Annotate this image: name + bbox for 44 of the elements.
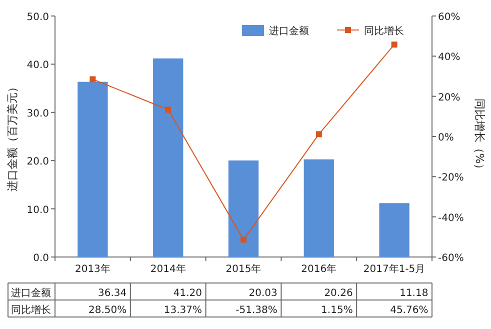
data-label: 28.50% [88, 305, 127, 316]
y2-tick-label: -40% [438, 212, 464, 224]
data-label: 36.34 [98, 288, 127, 299]
point [165, 106, 172, 113]
y2-tick-label: 20% [438, 92, 460, 104]
legend-label: 同比增长 [364, 25, 404, 37]
data-label: 45.76% [390, 305, 428, 316]
bar [228, 160, 259, 257]
data-label: -51.38% [236, 305, 278, 316]
data-label: 20.26 [324, 288, 353, 299]
y2-tick-label: -60% [438, 253, 464, 264]
bar [379, 203, 410, 257]
point [90, 76, 96, 82]
point [316, 131, 322, 138]
bar [153, 58, 184, 257]
x-tick-label: 2015年 [226, 263, 262, 275]
y2-tick-label: 0% [438, 132, 454, 144]
y-axis-title: 进口金额（百万美元） [6, 82, 19, 192]
text: 同比增长 [11, 305, 51, 316]
data-label: 13.37% [164, 305, 202, 316]
y-tick-label: 30.0 [26, 108, 49, 120]
text: 进口金额 [11, 288, 51, 299]
data-label: 41.20 [173, 288, 202, 299]
y-tick-label: 50.0 [26, 12, 49, 23]
y-tick-label: 40.0 [26, 60, 49, 72]
y-tick-label: 0.0 [33, 253, 49, 264]
bar [304, 159, 334, 257]
y2-tick-label: 60% [438, 12, 460, 23]
data-label: 20.03 [248, 288, 278, 299]
y2-tick-label: -20% [438, 172, 464, 184]
data-label: 1.15% [321, 305, 353, 316]
data-label: 11.18 [400, 288, 428, 299]
bar [78, 82, 108, 257]
x-tick-label: 2016年 [301, 263, 337, 275]
legend-label: 进口金额 [269, 25, 309, 37]
y-tick-label: 10.0 [26, 204, 49, 216]
y2-axis-title: 同比增长（%） [473, 98, 486, 175]
point [240, 236, 246, 243]
point [391, 42, 398, 48]
y-tick-label: 20.0 [26, 156, 49, 168]
y2-tick-label: 40% [438, 52, 460, 64]
x-tick-label: 2014年 [150, 263, 186, 275]
x-tick-label: 2017年1-5月 [363, 263, 426, 275]
x-tick-label: 2013年 [74, 263, 110, 275]
